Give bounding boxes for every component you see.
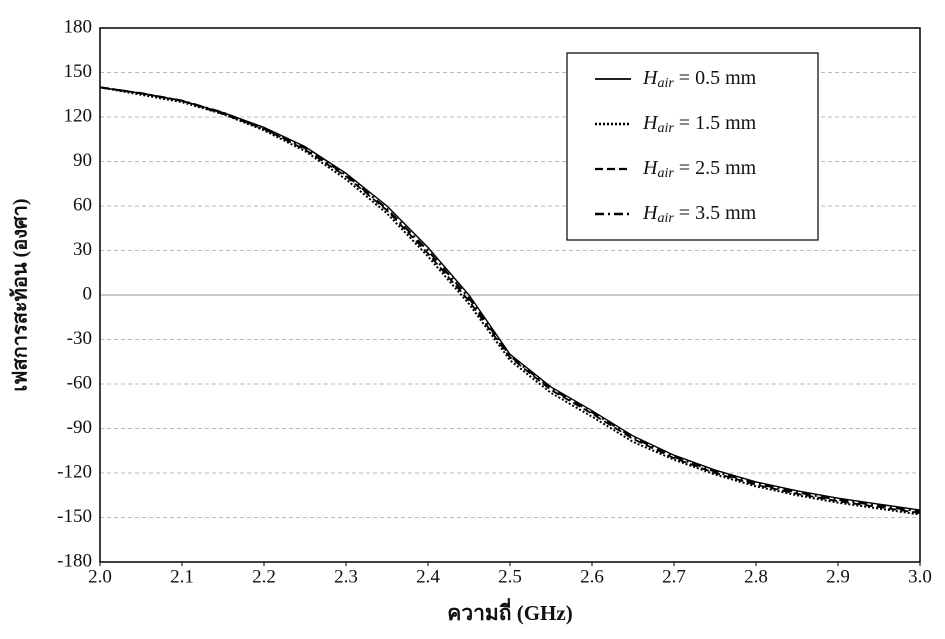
legend-var: H xyxy=(642,112,659,134)
x-tick-label: 2.7 xyxy=(662,566,686,587)
y-tick-label: -120 xyxy=(57,461,92,482)
y-tick-label: 30 xyxy=(73,239,92,260)
y-tick-label: 0 xyxy=(83,283,93,304)
legend-label: Hair = 3.5 mm xyxy=(642,202,757,227)
legend-rest: = 1.5 mm xyxy=(674,112,757,134)
y-axis-label: เฟสการสะท้อน (องศา) xyxy=(9,198,32,391)
x-tick-label: 2.2 xyxy=(252,566,276,587)
x-tick-label: 2.8 xyxy=(744,566,768,587)
legend-rest: = 2.5 mm xyxy=(674,157,757,179)
x-tick-label: 2.9 xyxy=(826,566,850,587)
x-tick-label: 2.4 xyxy=(416,566,440,587)
legend-label: Hair = 0.5 mm xyxy=(642,67,757,92)
legend-var: H xyxy=(642,202,659,224)
plot-frame xyxy=(99,27,921,563)
legend-rest: = 0.5 mm xyxy=(674,67,757,89)
x-tick-label: 2.5 xyxy=(498,566,522,587)
legend-var: H xyxy=(642,67,659,89)
y-tick-label: -150 xyxy=(57,506,92,527)
x-tick-label: 2.0 xyxy=(88,566,112,587)
y-tick-label: -90 xyxy=(67,417,92,438)
y-tick-label: 150 xyxy=(64,61,93,82)
x-tick-label: 2.3 xyxy=(334,566,358,587)
series-line xyxy=(99,86,921,513)
legend-sub: air xyxy=(657,211,674,226)
y-tick-label: 120 xyxy=(64,105,93,126)
y-tick-label: 180 xyxy=(64,16,93,37)
x-axis-label: ความถี่ (GHz) xyxy=(447,597,572,625)
y-tick-label: -30 xyxy=(67,328,92,349)
y-tick-label: -60 xyxy=(67,372,92,393)
y-tick-label: 90 xyxy=(73,150,92,171)
legend-sub: air xyxy=(657,166,674,181)
legend-label: Hair = 1.5 mm xyxy=(642,112,757,137)
legend-rest: = 3.5 mm xyxy=(674,202,757,224)
y-tick-label: -180 xyxy=(57,550,92,571)
y-tick-label: 60 xyxy=(73,194,92,215)
legend-box xyxy=(566,52,819,241)
x-tick-label: 3.0 xyxy=(908,566,932,587)
series-line xyxy=(99,86,921,516)
legend-label: Hair = 2.5 mm xyxy=(642,157,757,182)
x-tick-label: 2.1 xyxy=(170,566,194,587)
x-tick-label: 2.6 xyxy=(580,566,604,587)
legend-var: H xyxy=(642,157,659,179)
legend-sub: air xyxy=(657,121,674,136)
legend-sub: air xyxy=(657,76,674,91)
series-line xyxy=(99,86,921,514)
